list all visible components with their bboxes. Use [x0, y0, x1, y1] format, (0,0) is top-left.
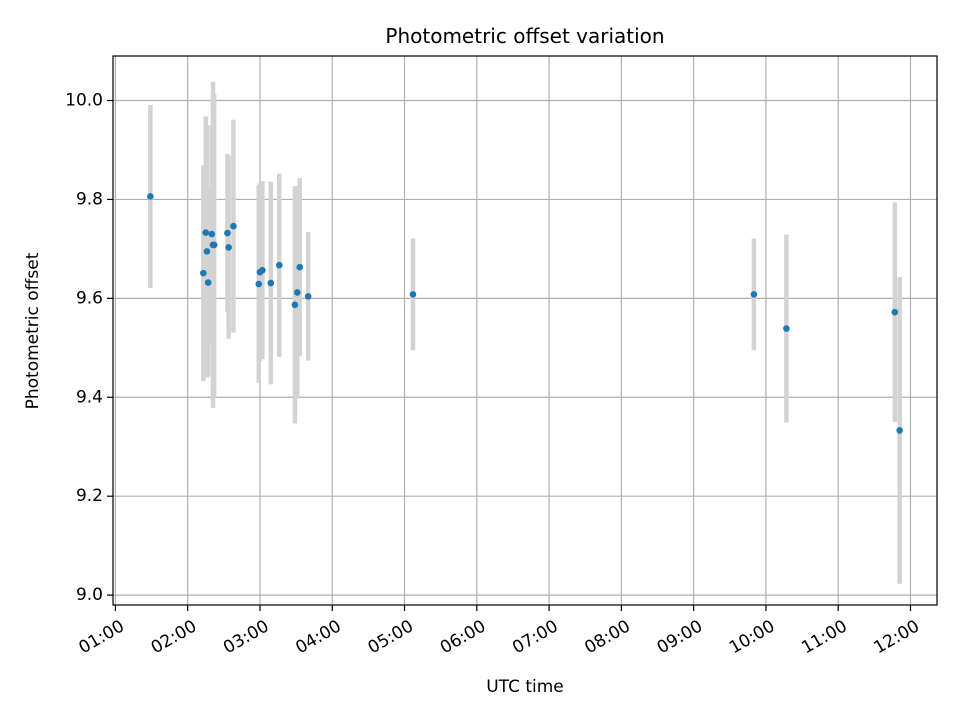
x-axis-label: UTC time: [486, 677, 564, 697]
chart-title: Photometric offset variation: [385, 24, 664, 48]
data-points: [147, 193, 903, 434]
grid: [113, 56, 937, 605]
axes-frame: [112, 55, 938, 606]
data-point: [304, 293, 312, 300]
y-tick-label: 9.6: [76, 288, 103, 308]
y-tick-label: 9.4: [76, 387, 103, 407]
data-point: [259, 266, 266, 274]
data-point: [204, 279, 212, 286]
data-point: [267, 279, 275, 287]
y-tick-label: 9.8: [76, 189, 103, 209]
data-point: [230, 222, 237, 230]
y-tick-label: 9.2: [76, 486, 103, 506]
data-point: [750, 291, 758, 298]
data-point: [255, 280, 263, 288]
data-point: [783, 325, 790, 332]
data-point: [203, 248, 211, 255]
data-point: [275, 261, 283, 269]
y-axis-ticks: 9.0 9.2 9.4 9.6 9.8 10.0: [65, 91, 113, 605]
data-point: [896, 427, 903, 434]
data-point: [147, 193, 154, 200]
y-tick-label: 9.0: [76, 585, 103, 605]
y-tick-label: 10.0: [65, 91, 103, 111]
data-point: [225, 244, 232, 251]
data-point: [296, 263, 304, 271]
data-point: [200, 269, 207, 277]
data-point: [891, 308, 899, 316]
data-point: [294, 289, 301, 296]
data-point: [291, 301, 299, 309]
data-point: [202, 229, 210, 236]
data-point: [224, 229, 231, 237]
data-point: [210, 241, 218, 249]
y-axis-label: Photometric offset: [23, 252, 43, 409]
data-point: [208, 230, 216, 238]
data-point: [409, 291, 417, 298]
